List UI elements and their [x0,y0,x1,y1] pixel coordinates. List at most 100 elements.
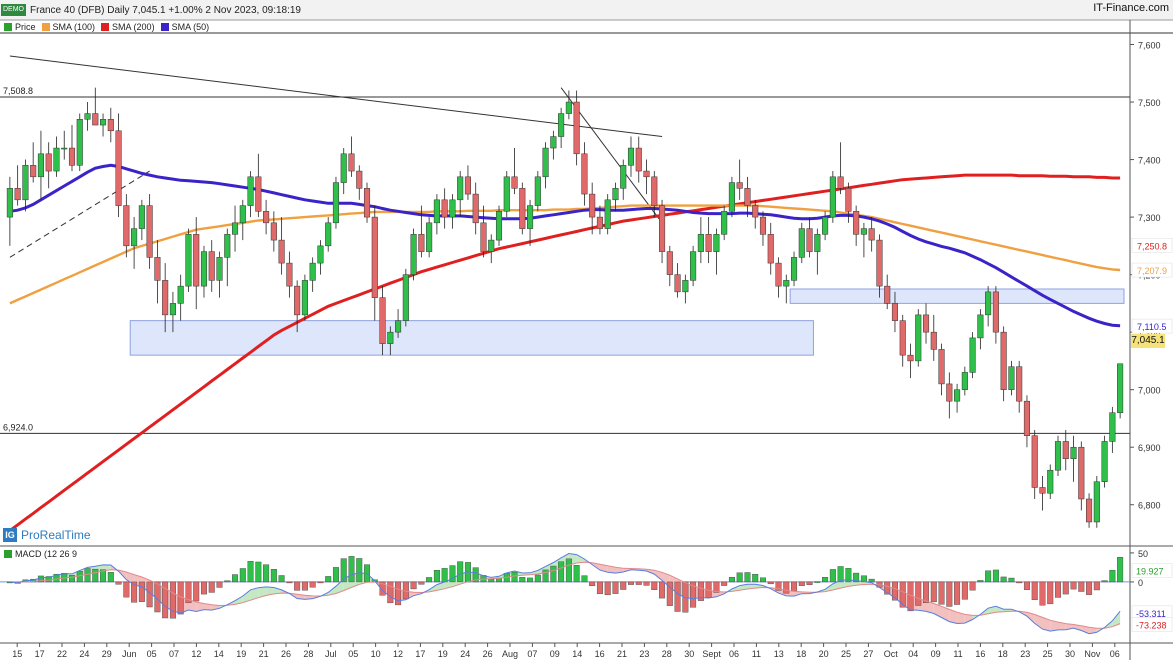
date-label: 06 [1110,649,1120,659]
macd-histogram-bar [286,581,293,584]
macd-histogram-bar [744,572,751,583]
macd-fill [1050,620,1058,632]
macd-histogram-bar [301,581,308,591]
macd-histogram-bar [410,581,417,590]
candle-body [589,193,596,218]
macd-histogram-bar [923,581,930,604]
macd-fill [126,572,135,585]
candle-body [961,372,968,390]
candle-body [45,153,52,172]
macd-histogram-bar [387,581,394,604]
date-label: 12 [191,649,201,659]
candle-body [1109,412,1116,442]
macd-fill [755,584,763,589]
candle-body [853,211,860,235]
candle-body [1062,441,1069,459]
macd-histogram-bar [1070,581,1077,590]
macd-histogram-bar [472,567,479,583]
candle-body [728,182,735,212]
candle-body [162,280,169,316]
candle-body [208,251,215,281]
macd-histogram-bar [433,570,440,583]
candle-body [115,130,122,206]
macd-histogram-bar [131,581,138,603]
date-label: 07 [169,649,179,659]
legend-sma50[interactable]: SMA (50) [160,22,210,32]
macd-histogram-bar [992,569,999,583]
candle-body [1117,363,1124,413]
candle-body [216,257,223,281]
candle-body [829,176,836,218]
macd-fill [196,602,204,612]
horizontal-levels: 7,508.8 6,924.0 [0,86,1130,434]
macd-histogram-bar [340,558,347,583]
candle-body [317,245,324,264]
candle-body [922,314,930,333]
macd-histogram-bar [1047,581,1054,605]
candle-body [169,303,176,316]
candle-body [410,234,417,275]
candle-body [263,211,270,224]
date-label: 15 [12,649,22,659]
macd-histogram-bar [84,568,91,583]
macd-histogram-bar [985,570,992,583]
macd-histogram-bar [961,581,968,600]
candle-body [371,216,378,298]
macd-fill [964,614,973,624]
macd-histogram-bar [573,565,580,583]
candle-body [332,182,340,224]
candle-body [503,176,510,212]
legend-price[interactable]: Price [4,22,36,32]
macd-histogram-bar [736,572,743,583]
macd-fill [794,591,802,597]
macd-histogram-bar [651,581,658,590]
macd-fill [1042,617,1051,632]
candle-body [387,331,394,344]
candle-body [876,239,883,287]
macd-tick-label: 50 [1138,549,1148,559]
demo-badge: DEMO [1,4,26,16]
sma50-swatch [160,23,169,31]
macd-histogram-bar [791,581,798,592]
macd-histogram-bar [270,569,277,583]
candle-body [1016,366,1023,402]
price-tick-label: 7,400 [1138,156,1161,166]
macd-histogram-bar [1008,577,1015,583]
macd-histogram-bar [682,581,689,613]
date-label: 09 [550,649,560,659]
date-label: 10 [371,649,381,659]
candle-body [705,234,712,252]
macd-histogram-bar [596,581,603,595]
macd-histogram-bar [379,581,386,596]
macd-fill [654,570,662,581]
candle-body [1070,446,1077,459]
date-label: Oct [884,649,899,659]
candle-body [395,320,402,333]
support-zones [129,288,1125,356]
candle-body [185,234,192,287]
candle-body [449,199,456,218]
sma-value-label: 7,110.5 [1137,322,1166,332]
candle-body [301,280,308,316]
macd-fill [336,578,344,594]
legend-label: Price [15,22,36,32]
macd-fill [957,612,965,624]
candle-body [635,147,642,172]
macd-fill [266,586,274,596]
candle-body [457,176,464,201]
candle-body [806,228,813,252]
candle-body [845,188,852,212]
macd-tick-label: 0 [1138,578,1143,588]
legend-label: SMA (50) [171,22,210,32]
date-label: 14 [214,649,224,659]
macd-histogram-bar [239,568,246,583]
candle-body [581,153,588,195]
macd-fill [615,567,624,574]
date-label: 19 [438,649,448,659]
legend-sma100[interactable]: SMA (100) [41,22,95,32]
macd-histogram-bar [395,581,402,606]
macd-fill [949,609,958,624]
macd-value-label: -73.238 [1136,620,1167,630]
candle-body [946,383,953,402]
legend-sma200[interactable]: SMA (200) [101,22,155,32]
